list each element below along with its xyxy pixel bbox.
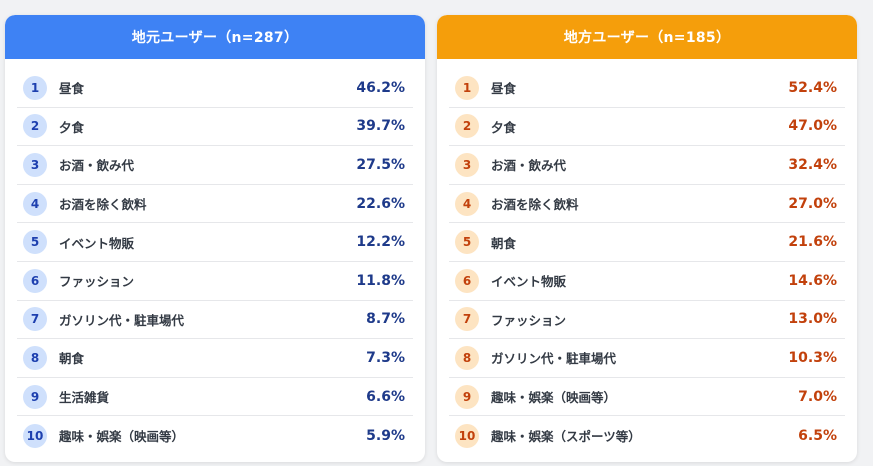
- category-label: 趣味・娯楽（映画等）: [491, 390, 617, 406]
- percent-value: 6.5%: [798, 427, 837, 444]
- table-row: 10 趣味・娯楽（スポーツ等） 6.5%: [449, 416, 845, 455]
- percent-value: 27.5%: [356, 156, 405, 173]
- percent-value: 46.2%: [356, 79, 405, 96]
- percent-value: 27.0%: [788, 195, 837, 212]
- percent-value: 7.0%: [798, 388, 837, 405]
- rank-badge: 3: [455, 152, 479, 177]
- category-label: 昼食: [59, 81, 85, 97]
- table-row: 8 ガソリン代・駐車場代 10.3%: [449, 339, 845, 378]
- table-row: 3 お酒・飲み代 32.4%: [449, 146, 845, 185]
- table-row: 1 昼食 52.4%: [449, 69, 845, 108]
- rank-badge: 4: [23, 191, 47, 216]
- local-users-panel: 地元ユーザー（n=287） 1 昼食 46.2% 2 夕食 39.7% 3 お酒・飲み代 27.…: [5, 15, 425, 462]
- rank-badge: 5: [23, 230, 47, 255]
- table-row: 5 朝食 21.6%: [449, 223, 845, 262]
- regional-users-title: 地方ユーザー（n=185）: [437, 15, 857, 59]
- rank-badge: 6: [23, 268, 47, 293]
- rank-badge: 2: [23, 114, 47, 139]
- rank-badge: 7: [23, 307, 47, 332]
- percent-value: 52.4%: [788, 79, 837, 96]
- category-label: ガソリン代・駐車場代: [59, 312, 185, 328]
- rank-badge: 8: [455, 345, 479, 370]
- percent-value: 47.0%: [788, 118, 837, 135]
- percent-value: 10.3%: [788, 349, 837, 366]
- regional-users-panel: 地方ユーザー（n=185） 1 昼食 52.4% 2 夕食 47.0% 3 お酒・飲み代 32.…: [437, 15, 857, 462]
- category-label: お酒・飲み代: [491, 158, 567, 174]
- rank-badge: 8: [23, 345, 47, 370]
- percent-value: 39.7%: [356, 118, 405, 135]
- rank-badge: 6: [455, 268, 479, 293]
- category-label: イベント物販: [491, 274, 567, 290]
- category-label: 朝食: [491, 235, 517, 251]
- percent-value: 5.9%: [366, 427, 405, 444]
- percent-value: 22.6%: [356, 195, 405, 212]
- rank-badge: 5: [455, 230, 479, 255]
- rank-badge: 1: [23, 75, 47, 100]
- table-row: 7 ガソリン代・駐車場代 8.7%: [17, 301, 413, 340]
- category-label: お酒・飲み代: [59, 158, 135, 174]
- rank-badge: 2: [455, 114, 479, 139]
- table-row: 9 趣味・娯楽（映画等） 7.0%: [449, 378, 845, 417]
- category-label: お酒を除く飲料: [491, 197, 579, 213]
- table-row: 5 イベント物販 12.2%: [17, 223, 413, 262]
- table-row: 2 夕食 39.7%: [17, 108, 413, 147]
- category-label: イベント物販: [59, 235, 135, 251]
- category-label: ファッション: [59, 274, 135, 290]
- percent-value: 6.6%: [366, 388, 405, 405]
- percent-value: 7.3%: [366, 349, 405, 366]
- percent-value: 12.2%: [356, 234, 405, 251]
- rank-badge: 10: [23, 423, 47, 448]
- percent-value: 13.0%: [788, 311, 837, 328]
- percent-value: 32.4%: [788, 156, 837, 173]
- table-row: 6 イベント物販 14.6%: [449, 262, 845, 301]
- rank-badge: 4: [455, 191, 479, 216]
- local-users-list: 1 昼食 46.2% 2 夕食 39.7% 3 お酒・飲み代 27.5% 4 お酒を除く飲料 22.6…: [5, 59, 425, 455]
- rank-badge: 9: [23, 384, 47, 409]
- rank-badge: 3: [23, 152, 47, 177]
- category-label: 生活雑貨: [59, 390, 110, 406]
- percent-value: 21.6%: [788, 234, 837, 251]
- rank-badge: 9: [455, 384, 479, 409]
- table-row: 6 ファッション 11.8%: [17, 262, 413, 301]
- percent-value: 8.7%: [366, 311, 405, 328]
- category-label: 夕食: [491, 119, 517, 135]
- table-row: 4 お酒を除く飲料 27.0%: [449, 185, 845, 224]
- rank-badge: 1: [455, 75, 479, 100]
- table-row: 3 お酒・飲み代 27.5%: [17, 146, 413, 185]
- table-row: 4 お酒を除く飲料 22.6%: [17, 185, 413, 224]
- table-row: 9 生活雑貨 6.6%: [17, 378, 413, 417]
- regional-users-list: 1 昼食 52.4% 2 夕食 47.0% 3 お酒・飲み代 32.4% 4 お酒を除く飲料 27.0…: [437, 59, 857, 455]
- category-label: 昼食: [491, 81, 517, 97]
- category-label: 趣味・娯楽（スポーツ等）: [491, 429, 641, 445]
- rank-badge: 10: [455, 423, 479, 448]
- category-label: ファッション: [491, 312, 567, 328]
- table-row: 2 夕食 47.0%: [449, 108, 845, 147]
- table-row: 10 趣味・娯楽（映画等） 5.9%: [17, 416, 413, 455]
- category-label: 趣味・娯楽（映画等）: [59, 429, 185, 445]
- table-row: 7 ファッション 13.0%: [449, 301, 845, 340]
- table-row: 8 朝食 7.3%: [17, 339, 413, 378]
- percent-value: 14.6%: [788, 272, 837, 289]
- category-label: お酒を除く飲料: [59, 197, 147, 213]
- category-label: 夕食: [59, 119, 85, 135]
- table-row: 1 昼食 46.2%: [17, 69, 413, 108]
- local-users-title: 地元ユーザー（n=287）: [5, 15, 425, 59]
- percent-value: 11.8%: [356, 272, 405, 289]
- category-label: ガソリン代・駐車場代: [491, 351, 617, 367]
- category-label: 朝食: [59, 351, 85, 367]
- rank-badge: 7: [455, 307, 479, 332]
